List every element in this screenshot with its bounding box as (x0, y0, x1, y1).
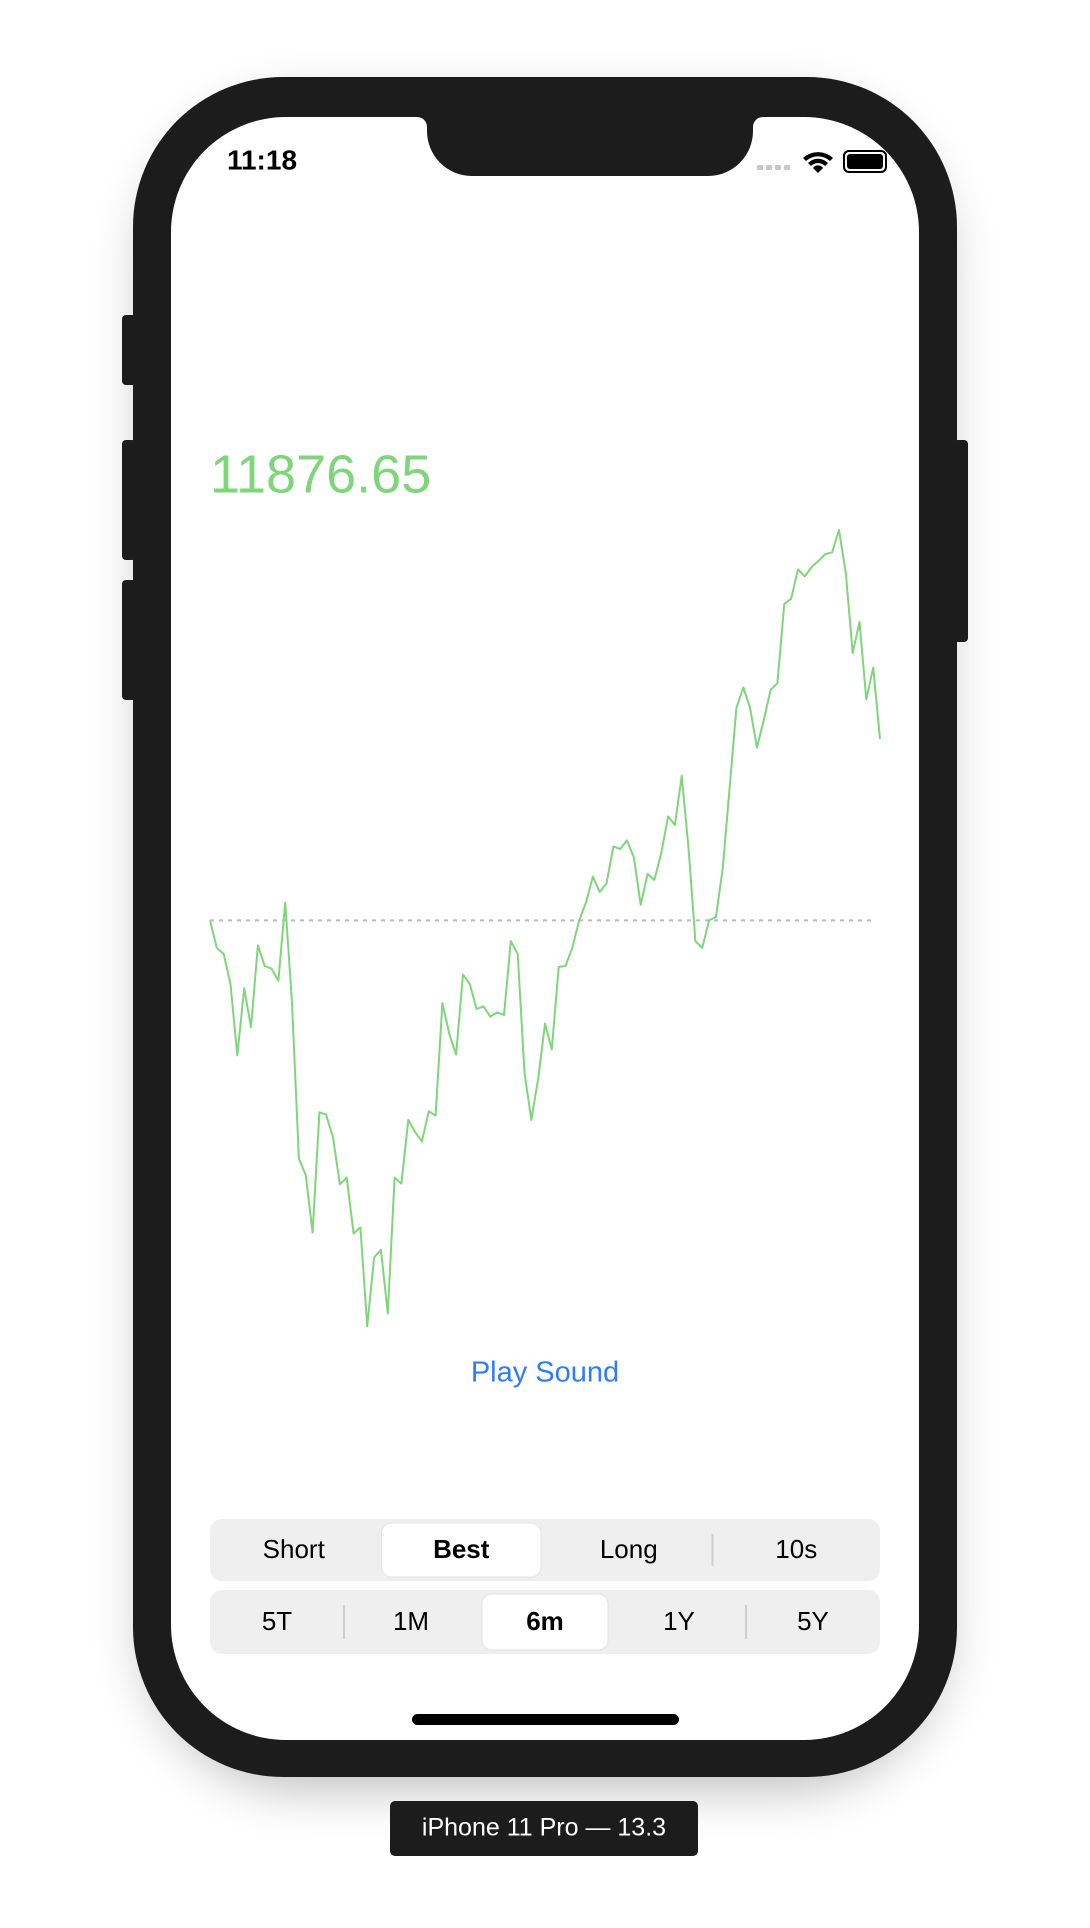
battery (843, 150, 887, 173)
notch (335, 117, 763, 176)
device-label-box (390, 1801, 698, 1856)
device-label: iPhone 11 Pro — 13.3 (422, 1814, 666, 1842)
status-time: 11:18 (227, 144, 297, 175)
price-label: 11876.65 (210, 444, 431, 504)
segment-label[interactable]: 5T (262, 1606, 292, 1636)
side-button (954, 440, 968, 642)
signal (757, 165, 790, 170)
segment-label[interactable]: Best (433, 1534, 490, 1564)
segment-label[interactable]: Short (263, 1534, 326, 1564)
segment-selected (481, 1593, 609, 1651)
battery-level (847, 154, 883, 169)
segment-label[interactable]: 5Y (797, 1606, 829, 1636)
side-button (122, 580, 136, 700)
play-sound-button[interactable]: Play Sound (471, 1357, 619, 1389)
side-button (122, 315, 136, 385)
wifi-icon (803, 152, 833, 173)
segment-label[interactable]: 10s (775, 1534, 817, 1564)
home-indicator (412, 1714, 679, 1725)
segment-label[interactable]: 6m (526, 1606, 564, 1636)
segment-selected (381, 1522, 542, 1578)
phone-screen (171, 117, 919, 1740)
price-line (209, 529, 881, 1328)
segment-label[interactable]: Long (600, 1534, 658, 1564)
side-button (122, 440, 136, 560)
segment-label[interactable]: 1M (393, 1606, 429, 1636)
segment-label[interactable]: 1Y (663, 1606, 695, 1636)
